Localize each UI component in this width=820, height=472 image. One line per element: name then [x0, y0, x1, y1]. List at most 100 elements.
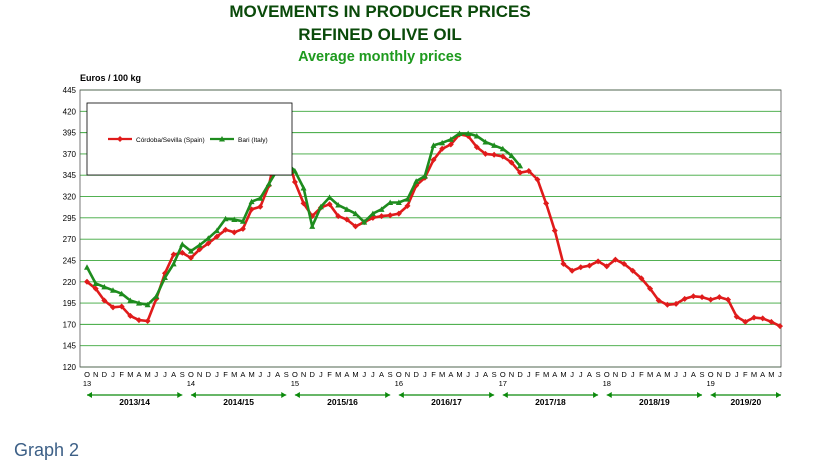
season-label: 2017/18	[535, 397, 566, 407]
data-point-italy	[395, 199, 402, 206]
x-tick-label: D	[206, 370, 212, 379]
y-tick-label: 320	[63, 193, 77, 202]
x-tick-label: N	[509, 370, 514, 379]
x-tick-label: M	[768, 370, 774, 379]
data-point-spain	[525, 167, 532, 174]
data-point-spain	[629, 267, 636, 274]
data-point-italy	[361, 219, 368, 225]
year-tick-label: 13	[83, 379, 91, 388]
data-point-italy	[499, 145, 506, 152]
axes: 120 145 170 195 220 245 270 295 320 345 370 395 420 4…	[63, 86, 782, 407]
x-tick-label: S	[388, 370, 393, 379]
x-tick-label: O	[604, 370, 610, 379]
data-point-spain	[621, 260, 628, 267]
season-arrow-right	[281, 392, 287, 398]
y-tick-label: 395	[63, 129, 77, 138]
x-tick-label: J	[631, 370, 635, 379]
data-point-spain	[205, 240, 212, 247]
x-tick-label: D	[310, 370, 316, 379]
year-tick-label: 17	[499, 379, 507, 388]
season-arrow-right	[489, 392, 495, 398]
x-tick-label: A	[275, 370, 280, 379]
x-tick-label: N	[301, 370, 306, 379]
data-point-spain	[101, 297, 108, 304]
data-point-spain	[517, 169, 524, 176]
data-point-spain	[222, 226, 229, 233]
y-tick-label: 120	[63, 363, 77, 372]
data-point-italy	[378, 206, 385, 212]
data-point-spain	[352, 223, 359, 230]
x-tick-label: M	[439, 370, 445, 379]
y-tick-label: 145	[63, 342, 77, 351]
x-tick-label: D	[517, 370, 523, 379]
data-point-italy	[291, 167, 298, 174]
data-point-spain	[673, 300, 680, 307]
x-tick-label: A	[587, 370, 592, 379]
data-point-italy	[473, 133, 480, 139]
data-point-italy	[482, 138, 489, 145]
season-label: 2014/15	[223, 397, 254, 407]
x-tick-label: F	[119, 370, 124, 379]
season-label: 2019/20	[730, 397, 761, 407]
data-point-spain	[759, 315, 766, 322]
y-tick-label: 195	[63, 299, 77, 308]
data-point-spain	[430, 156, 437, 163]
data-point-spain	[551, 227, 558, 234]
data-point-spain	[543, 200, 550, 207]
data-point-italy	[248, 198, 255, 205]
x-tick-label: F	[431, 370, 436, 379]
graph-caption: Graph 2	[14, 440, 80, 460]
series-lines	[84, 130, 783, 330]
year-tick-label: 15	[291, 379, 299, 388]
data-point-spain	[603, 263, 610, 270]
legend-marker-spain	[117, 136, 123, 142]
x-tick-label: J	[475, 370, 479, 379]
data-point-spain	[326, 201, 333, 208]
x-tick-label: J	[683, 370, 687, 379]
x-tick-label: F	[639, 370, 644, 379]
x-tick-label: N	[613, 370, 618, 379]
data-point-italy	[84, 264, 90, 270]
data-point-italy	[127, 297, 134, 304]
year-tick-label: 16	[395, 379, 403, 388]
year-tick-label: 19	[707, 379, 715, 388]
data-point-spain	[404, 202, 411, 209]
data-point-spain	[742, 318, 749, 325]
x-tick-label: S	[284, 370, 289, 379]
x-tick-label: J	[215, 370, 219, 379]
x-tick-label: S	[492, 370, 497, 379]
data-point-italy	[387, 199, 394, 206]
data-point-italy	[309, 223, 316, 229]
x-tick-label: A	[656, 370, 661, 379]
y-axis-label: Euros / 100 kg	[80, 73, 141, 83]
x-tick-label: N	[93, 370, 98, 379]
data-point-italy	[109, 287, 116, 293]
x-tick-label: S	[180, 370, 185, 379]
data-point-italy	[404, 196, 411, 202]
x-tick-label: A	[448, 370, 453, 379]
data-point-italy	[101, 283, 108, 290]
data-point-spain	[135, 317, 142, 324]
data-point-italy	[257, 195, 264, 201]
x-tick-label: O	[292, 370, 298, 379]
x-tick-label: F	[327, 370, 332, 379]
chart-subtitle: REFINED OLIVE OIL	[298, 25, 462, 44]
season-arrow-left	[87, 392, 92, 398]
season-arrow-left	[710, 392, 716, 398]
x-tick-label: A	[136, 370, 141, 379]
y-tick-label: 270	[63, 235, 77, 244]
season-arrow-right	[776, 392, 781, 398]
season-arrow-right	[177, 392, 183, 398]
data-point-spain	[595, 258, 602, 265]
x-tick-label: J	[735, 370, 739, 379]
y-tick-label: 420	[63, 107, 77, 116]
season-arrow-left	[190, 392, 196, 398]
plot-frame	[79, 89, 782, 368]
x-tick-label: F	[743, 370, 748, 379]
x-tick-label: J	[371, 370, 375, 379]
x-tick-label: O	[188, 370, 194, 379]
x-tick-label: M	[664, 370, 670, 379]
data-point-spain	[725, 296, 732, 303]
data-point-italy	[187, 248, 194, 254]
x-tick-label: J	[674, 370, 678, 379]
